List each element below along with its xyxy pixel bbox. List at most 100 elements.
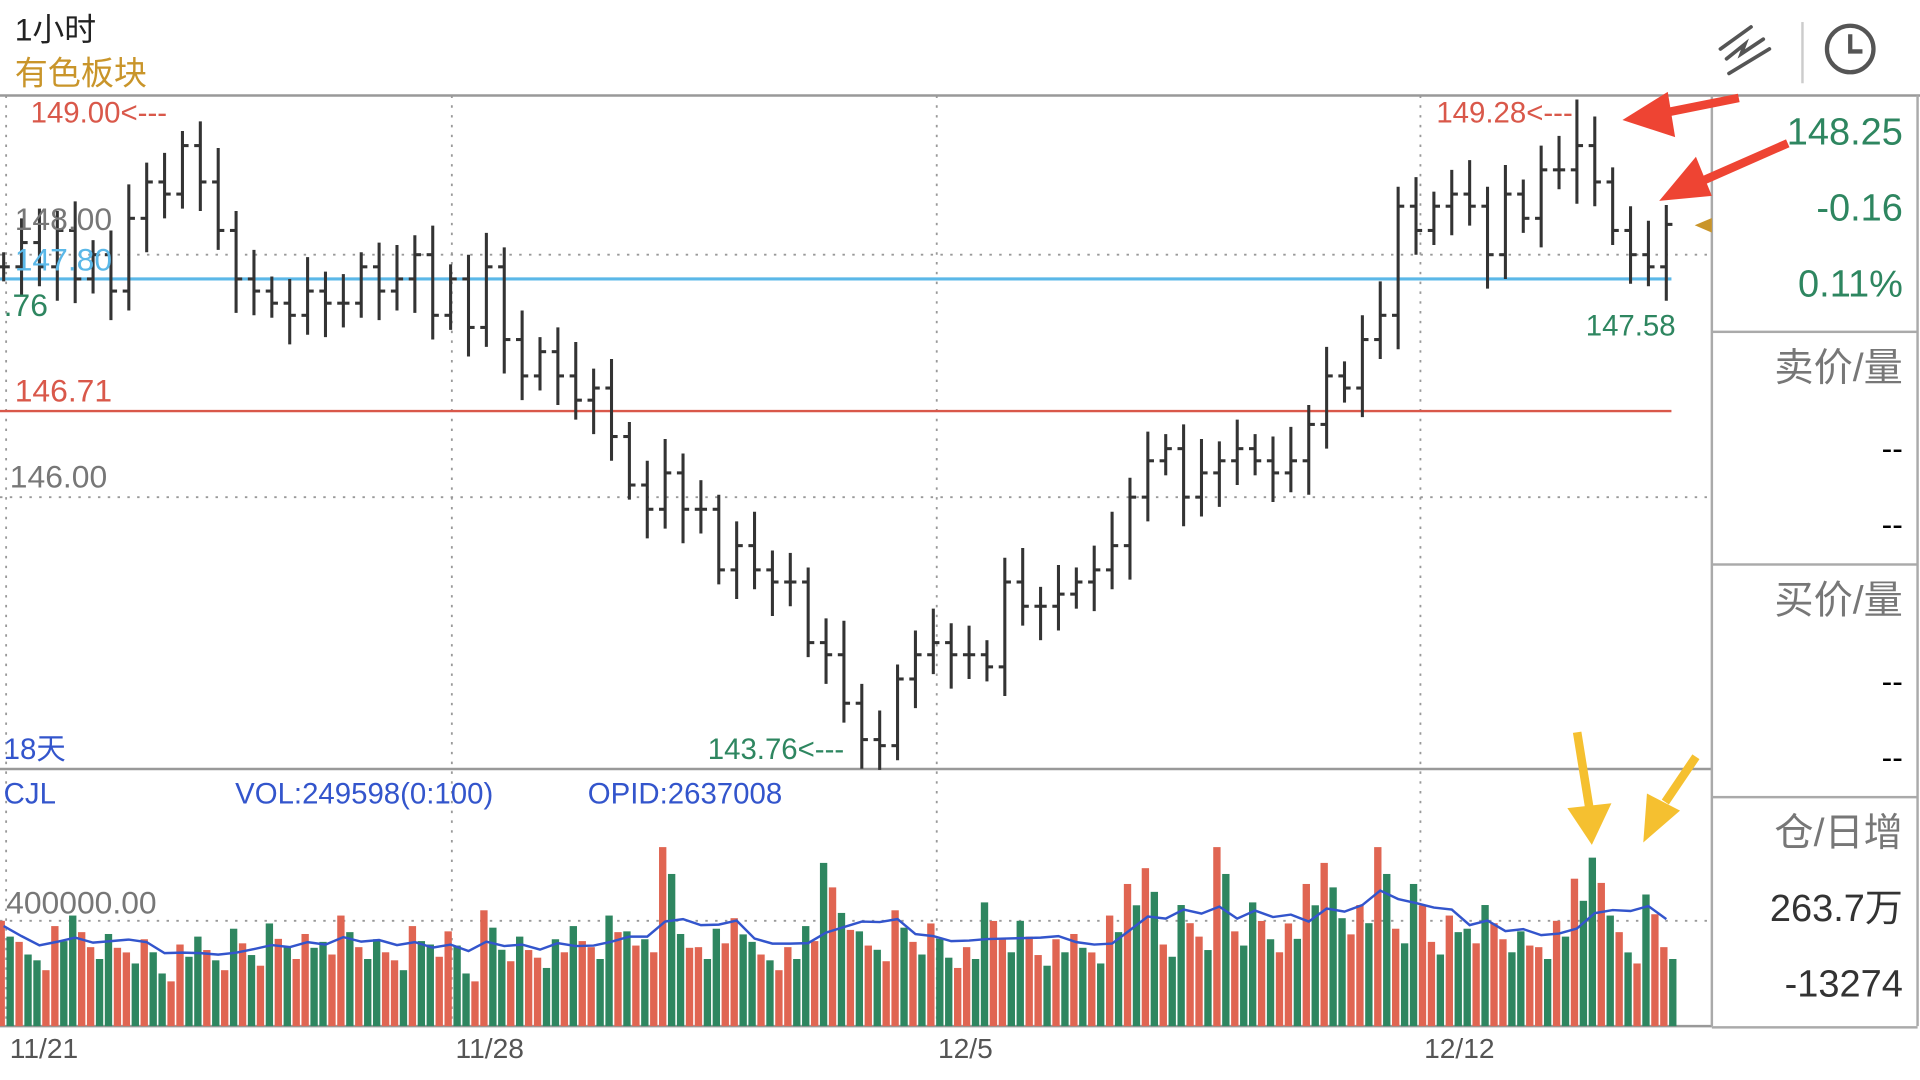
volume-bar xyxy=(873,949,881,1027)
price-bar xyxy=(766,550,779,616)
price-bar xyxy=(1105,511,1119,590)
price-bar xyxy=(444,264,457,330)
volume-bar xyxy=(712,928,721,1027)
volume-bar xyxy=(15,941,23,1027)
volume-bar xyxy=(86,947,95,1027)
volume-bar xyxy=(1302,883,1310,1027)
price-bar xyxy=(694,480,708,534)
volume-bar xyxy=(95,958,104,1027)
volume-bar xyxy=(1248,902,1257,1027)
volume-bar xyxy=(1293,938,1302,1027)
price-bar xyxy=(748,511,761,590)
price-bar xyxy=(140,162,153,253)
price-bar xyxy=(1356,315,1369,418)
volume-bar xyxy=(462,973,470,1027)
volume-bar xyxy=(667,873,676,1027)
volume-bar xyxy=(945,957,953,1027)
price-bar xyxy=(1463,160,1476,226)
volume-bar xyxy=(900,927,908,1027)
volume-bar xyxy=(730,918,738,1027)
volume-bar xyxy=(1651,914,1659,1027)
price-bar xyxy=(1338,361,1351,403)
volume-bar xyxy=(614,932,622,1027)
bid-volume: -- xyxy=(1881,738,1903,776)
volume-bar xyxy=(641,939,649,1027)
volume-bar xyxy=(1114,932,1123,1027)
price-bar xyxy=(301,257,314,335)
volume-bar xyxy=(1508,952,1516,1027)
blue-line-label: 147.80 xyxy=(14,241,113,278)
volume-bar xyxy=(1195,936,1203,1027)
volume-bar xyxy=(623,931,631,1027)
bid-label: 买价/量 xyxy=(1774,577,1903,623)
volume-bar xyxy=(212,960,220,1027)
price-bar xyxy=(194,121,207,212)
volume-bar xyxy=(1168,956,1176,1027)
price-bar xyxy=(1606,167,1619,245)
volume-bar xyxy=(372,939,381,1027)
volume-bar xyxy=(274,938,283,1027)
price-bar xyxy=(837,620,851,723)
price-bar xyxy=(945,623,958,689)
price-bar xyxy=(659,438,672,529)
last-price: 148.25 xyxy=(1786,110,1903,154)
volume-bar xyxy=(283,947,291,1027)
volume-bar xyxy=(1543,958,1552,1027)
volume-bar xyxy=(1526,945,1534,1027)
volume-bar xyxy=(1159,944,1167,1027)
volume-bar xyxy=(337,915,345,1027)
volume-bar xyxy=(247,955,256,1027)
volume-bar xyxy=(489,927,497,1027)
volume-bar xyxy=(498,949,506,1027)
period-selector[interactable]: 1小时 xyxy=(14,11,97,48)
volume-bar xyxy=(399,970,408,1027)
volume-bar xyxy=(1552,920,1561,1027)
open-interest: 263.7万 xyxy=(1769,886,1903,930)
open-interest-label: 仓/日增 xyxy=(1774,810,1903,855)
price-bar xyxy=(676,453,690,544)
volume-bar xyxy=(1186,923,1194,1027)
ask-price: -- xyxy=(1881,429,1903,467)
volume-bar xyxy=(167,981,175,1027)
trend-line-icon[interactable] xyxy=(1718,25,1772,76)
price-bar xyxy=(1016,548,1029,626)
volume-bar xyxy=(1579,900,1588,1027)
volume-bar xyxy=(703,958,712,1027)
red-annotation-arrows xyxy=(1622,91,1790,201)
volume-bar xyxy=(766,960,774,1027)
price-bar xyxy=(1409,177,1423,255)
grid xyxy=(0,95,1712,1027)
price-bar xyxy=(1392,186,1405,350)
volume-bar xyxy=(185,956,193,1027)
volume-bar xyxy=(310,947,318,1027)
clock-icon[interactable] xyxy=(1824,23,1876,75)
price-bar xyxy=(909,630,922,709)
volume-bar xyxy=(1570,878,1579,1027)
price-bar xyxy=(1535,145,1548,248)
price-bar xyxy=(551,327,565,406)
volume-bar xyxy=(1240,945,1248,1027)
volume-bar xyxy=(1499,939,1507,1027)
volume-bar xyxy=(328,954,336,1027)
volume-bar xyxy=(1177,905,1185,1027)
price-bar xyxy=(283,278,296,345)
period-days-label: 18天 xyxy=(3,733,66,767)
volume-bar xyxy=(1347,934,1355,1027)
volume-bar xyxy=(221,970,229,1027)
volume-bar xyxy=(176,944,184,1027)
volume-bar xyxy=(1517,931,1525,1027)
volume-bar xyxy=(980,902,989,1027)
price-bar xyxy=(265,276,278,318)
volume-bar xyxy=(1400,943,1409,1027)
volume-bar xyxy=(1150,891,1159,1027)
sector-name[interactable]: 有色板块 xyxy=(14,55,147,92)
price-bar xyxy=(1248,434,1262,476)
price-bar xyxy=(1159,434,1172,476)
price-bar xyxy=(104,230,118,321)
volume-bar xyxy=(1418,905,1427,1027)
grid-label-148: 148.00 xyxy=(14,200,113,238)
price-bar xyxy=(0,252,10,282)
volume-bar xyxy=(784,947,792,1027)
volume-bar xyxy=(1231,931,1239,1027)
